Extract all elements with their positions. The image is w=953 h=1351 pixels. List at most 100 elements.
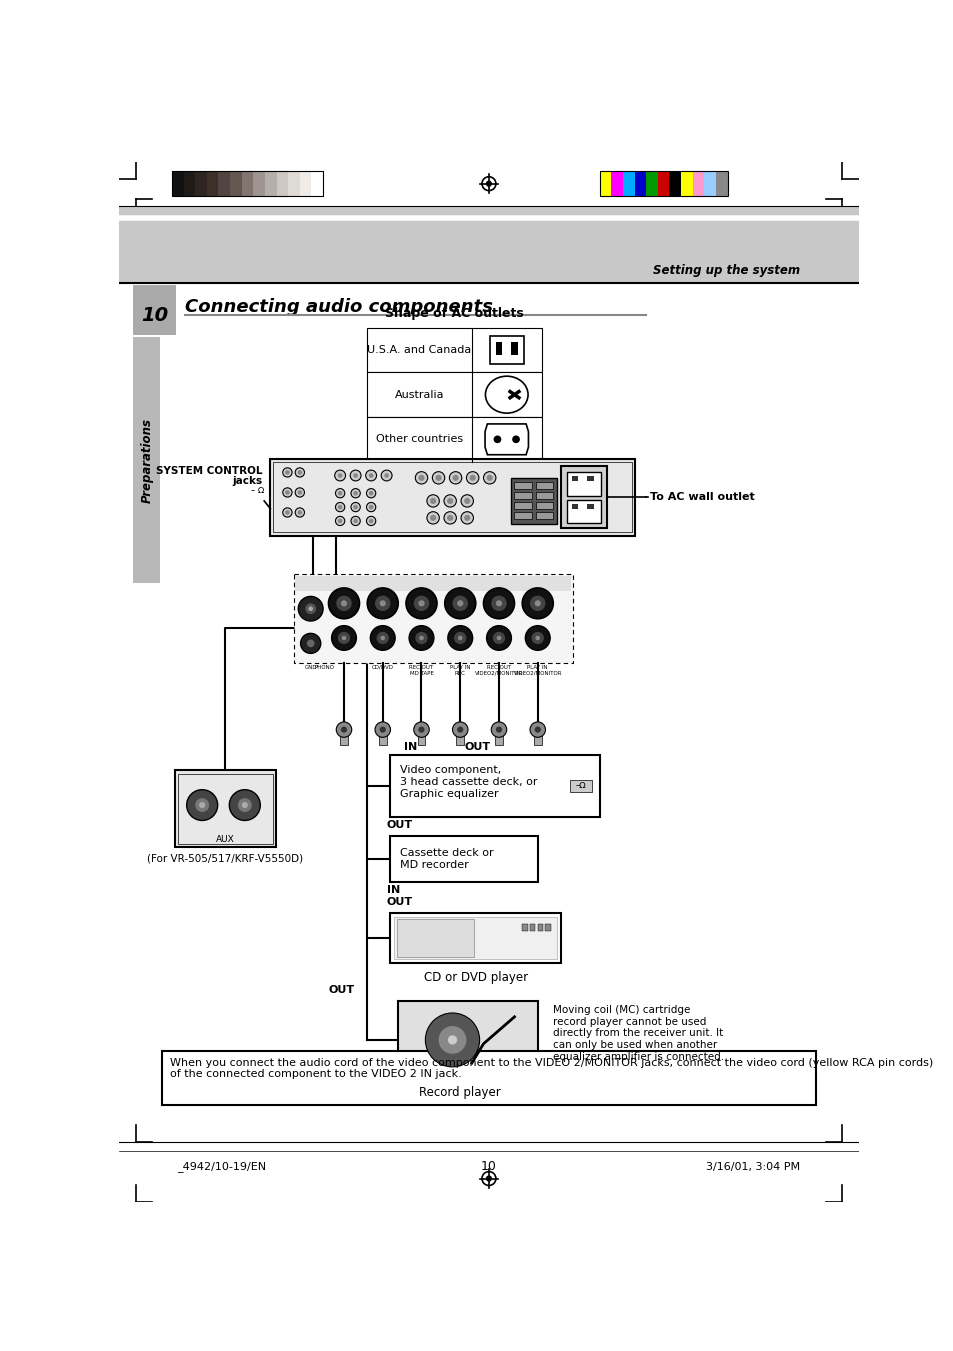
Bar [172,172,183,196]
Text: Connecting audio components: Connecting audio components [185,299,493,316]
Circle shape [415,471,427,484]
Circle shape [418,636,423,640]
Circle shape [486,474,493,481]
Text: OUT: OUT [464,742,490,753]
Circle shape [432,471,444,484]
Circle shape [335,470,345,481]
Text: OUT: OUT [386,897,413,907]
Circle shape [483,588,514,619]
Circle shape [335,516,344,526]
Bar [645,172,658,196]
Text: IN: IN [386,885,399,896]
Circle shape [414,721,429,738]
Circle shape [305,604,315,615]
Circle shape [237,798,252,812]
Circle shape [460,512,473,524]
Ellipse shape [485,376,528,413]
Polygon shape [484,424,528,455]
Circle shape [379,600,385,607]
Circle shape [430,515,436,521]
Circle shape [469,474,476,481]
Circle shape [447,626,472,650]
Circle shape [353,473,357,478]
Circle shape [335,721,352,738]
Text: 10: 10 [480,1161,497,1174]
Circle shape [376,632,389,644]
Circle shape [337,519,342,523]
Bar [397,1001,537,1078]
Circle shape [531,632,543,644]
Circle shape [486,626,511,650]
Circle shape [298,596,323,621]
Bar [570,780,592,792]
Circle shape [282,488,292,497]
Circle shape [366,516,375,526]
Bar [133,285,175,335]
Circle shape [366,489,375,497]
Bar [396,919,474,957]
Circle shape [427,512,439,524]
Bar [367,328,541,373]
Bar [367,417,541,462]
Circle shape [430,497,436,504]
Circle shape [332,626,356,650]
Circle shape [285,490,290,494]
Circle shape [379,727,385,732]
Text: Video component,
3 head cassette deck, or
Graphic equalizer: Video component, 3 head cassette deck, o… [399,766,537,798]
Bar [367,373,541,417]
Circle shape [369,519,373,523]
Circle shape [485,181,492,186]
Text: Moving coil (MC) cartridge
record player cannot be used
directly from the receiv: Moving coil (MC) cartridge record player… [553,1005,723,1062]
Circle shape [294,488,304,497]
Circle shape [337,490,342,496]
Circle shape [452,596,468,611]
Circle shape [464,497,470,504]
Bar [195,172,207,196]
Bar [241,172,253,196]
Bar [172,172,323,196]
Bar [511,342,517,355]
Circle shape [530,721,545,738]
Circle shape [353,519,357,523]
Text: 10: 10 [141,307,168,326]
Text: Shape of AC outlets: Shape of AC outlets [385,307,523,320]
Circle shape [340,600,347,607]
Bar [536,492,553,500]
Circle shape [418,600,424,607]
Circle shape [367,588,397,619]
Text: Australia: Australia [395,389,444,400]
Bar [537,924,542,931]
Circle shape [340,727,347,732]
Circle shape [294,467,304,477]
Circle shape [353,490,357,496]
Circle shape [285,511,290,515]
Circle shape [534,727,540,732]
Text: (For VR-505/517/KRF-V5550D): (For VR-505/517/KRF-V5550D) [147,854,303,863]
Circle shape [370,626,395,650]
Circle shape [335,503,344,512]
Circle shape [294,508,304,517]
Bar [311,172,323,196]
Bar [536,512,553,519]
Bar [299,172,311,196]
Bar [340,730,348,744]
Circle shape [493,632,505,644]
Text: Setting up the system: Setting up the system [652,263,799,277]
Circle shape [282,508,292,517]
Bar [680,172,692,196]
Circle shape [415,632,427,644]
Circle shape [452,474,458,481]
Bar [133,336,160,584]
Bar [521,924,527,931]
Circle shape [444,588,476,619]
Circle shape [447,497,453,504]
Circle shape [285,470,290,474]
Circle shape [297,511,302,515]
Bar [599,172,611,196]
Bar [567,500,600,523]
Circle shape [297,490,302,494]
Bar [634,172,645,196]
Circle shape [464,515,470,521]
Bar [294,576,571,590]
Bar [560,466,607,528]
